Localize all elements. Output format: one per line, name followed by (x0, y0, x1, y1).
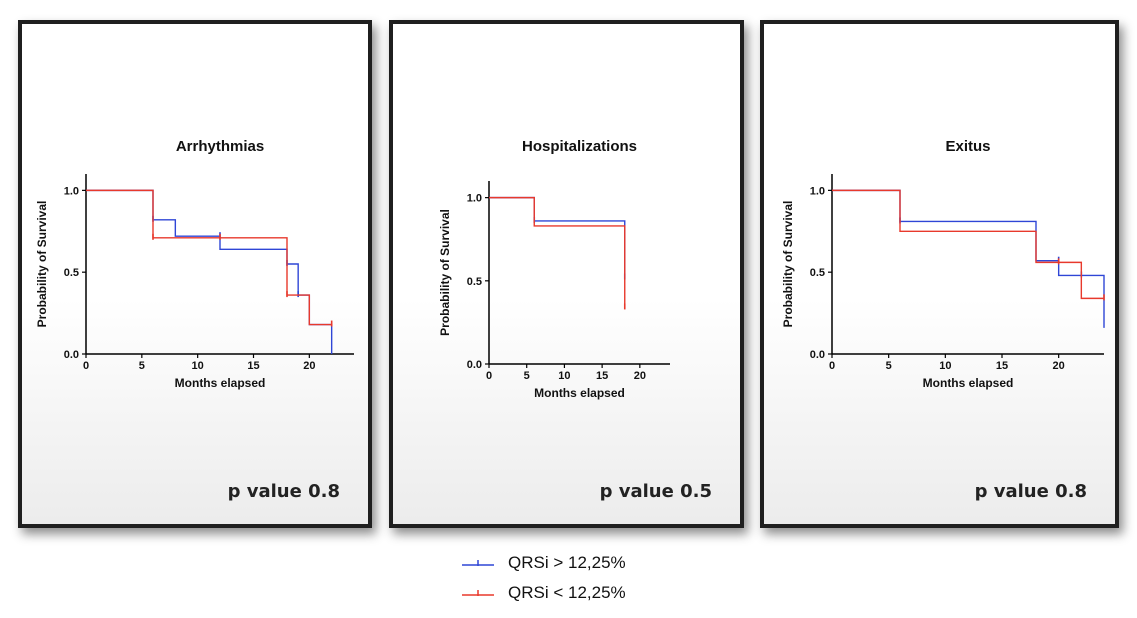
y-tick-label: 0.0 (64, 349, 79, 361)
survival-curve (489, 196, 626, 278)
x-tick-label: 0 (486, 370, 492, 382)
y-tick-label: 0.5 (467, 276, 482, 288)
x-axis-label: Months elapsed (534, 386, 625, 400)
y-tick-label: 1.0 (810, 185, 825, 197)
survival-curve (489, 196, 626, 308)
y-axis-label: Probability of Survival (438, 209, 452, 336)
x-tick-label: 15 (996, 360, 1008, 372)
chart-title: Arrhythmias (176, 138, 264, 155)
y-tick-label: 1.0 (64, 185, 79, 197)
chart-hospitalizations: Hospitalizations 0 5 10 15 20 0.0 0.5 1.0 Months … (438, 138, 670, 400)
chart-panel-exitus: Exitus 0 5 10 15 20 0.0 0.5 1.0 Months elapsed Pro… (760, 20, 1119, 528)
x-tick-label: 10 (939, 360, 951, 372)
legend-label: QRSi > 12,25% (508, 553, 626, 572)
x-tick-label: 0 (829, 360, 835, 372)
x-axis-label: Months elapsed (175, 376, 266, 390)
survival-curve (832, 189, 1104, 300)
legend: QRSi > 12,25% QRSi < 12,25% (462, 548, 626, 608)
survival-curve (832, 189, 1105, 328)
p-value-label: p value 0.5 (599, 481, 712, 502)
chart-exitus: Exitus 0 5 10 15 20 0.0 0.5 1.0 Months elapsed Pro… (781, 138, 1105, 390)
y-tick-label: 0.0 (810, 349, 825, 361)
x-tick-label: 5 (139, 360, 145, 372)
x-tick-label: 0 (83, 360, 89, 372)
chart-title: Exitus (945, 138, 990, 155)
x-tick-label: 15 (247, 360, 259, 372)
p-value-label: p value 0.8 (974, 481, 1087, 502)
y-tick-label: 0.0 (467, 359, 482, 371)
survival-curve (86, 189, 333, 354)
x-tick-label: 15 (596, 370, 608, 382)
legend-line-icon (462, 590, 494, 596)
chart-arrhythmias: Arrhythmias 0 5 10 15 20 0.0 0.5 1.0 Months elaps… (35, 138, 354, 390)
legend-line-icon (462, 560, 494, 566)
y-tick-label: 1.0 (467, 193, 482, 205)
p-value-label: p value 0.8 (227, 481, 340, 502)
y-tick-label: 0.5 (64, 267, 79, 279)
x-tick-label: 10 (192, 360, 204, 372)
chart-panel-hospitalizations: Hospitalizations 0 5 10 15 20 0.0 0.5 1.0 Months … (389, 20, 744, 528)
x-tick-label: 20 (303, 360, 315, 372)
survival-curve (86, 189, 332, 326)
x-tick-label: 20 (634, 370, 646, 382)
chart-title: Hospitalizations (522, 138, 637, 155)
x-tick-label: 5 (886, 360, 892, 372)
y-tick-label: 0.5 (810, 267, 825, 279)
y-axis-label: Probability of Survival (35, 201, 49, 328)
legend-label: QRSi < 12,25% (508, 583, 626, 602)
legend-item-high: QRSi > 12,25% (462, 548, 626, 578)
x-tick-label: 20 (1053, 360, 1065, 372)
chart-panel-arrhythmias: Arrhythmias 0 5 10 15 20 0.0 0.5 1.0 Months elaps… (18, 20, 372, 528)
y-axis-label: Probability of Survival (781, 201, 795, 328)
x-axis-label: Months elapsed (923, 376, 1014, 390)
x-tick-label: 5 (524, 370, 530, 382)
legend-item-low: QRSi < 12,25% (462, 578, 626, 608)
x-tick-label: 10 (558, 370, 570, 382)
